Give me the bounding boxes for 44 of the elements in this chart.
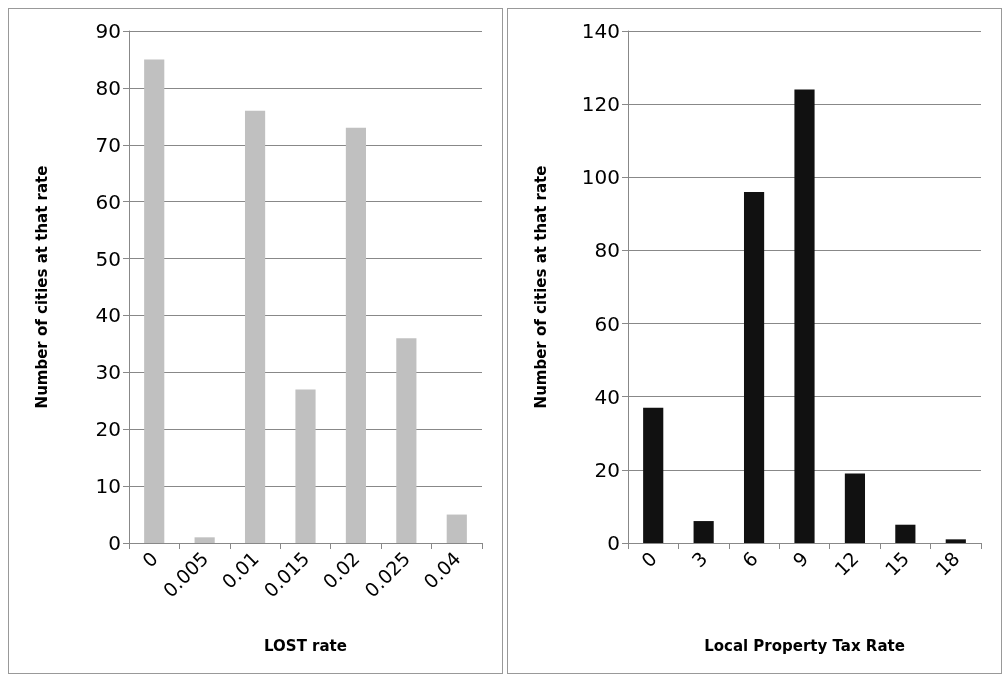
bar — [396, 338, 417, 543]
y-tick-label: 10 — [95, 474, 121, 499]
x-axis-title: Local Property Tax Rate — [704, 636, 905, 655]
x-tick-label: 0 — [137, 547, 162, 572]
bar — [144, 59, 165, 543]
y-tick-label: 0 — [108, 531, 121, 555]
y-tick-label: 20 — [95, 417, 121, 442]
y-tick-label: 100 — [581, 165, 620, 190]
x-tick-label: 12 — [830, 547, 863, 580]
bar — [794, 89, 815, 543]
y-tick-label: 60 — [95, 189, 121, 214]
y-axis-title: Number of cities at that rate — [32, 165, 51, 409]
y-tick-label: 40 — [594, 384, 620, 409]
bar — [844, 473, 866, 543]
y-tick-label: 80 — [594, 238, 620, 263]
x-tick-label: 0 — [636, 547, 661, 572]
x-tick-label: 9 — [788, 547, 813, 572]
y-tick-label: 90 — [95, 19, 121, 43]
y-tick-label: 50 — [95, 246, 121, 271]
bar — [446, 514, 467, 543]
x-tick-label: 3 — [687, 547, 712, 572]
y-tick-label: 140 — [581, 19, 620, 43]
bar — [345, 127, 367, 543]
bar — [945, 539, 966, 543]
bar — [643, 407, 664, 543]
x-tick-label: 15 — [880, 547, 914, 580]
y-axis-title: Number of cities at that rate — [531, 165, 550, 409]
y-tick-label: 80 — [95, 75, 121, 100]
x-tick-label: 18 — [930, 547, 964, 580]
bar — [895, 524, 916, 543]
bar — [743, 191, 765, 543]
bar — [295, 389, 316, 543]
y-tick-label: 60 — [594, 311, 620, 336]
y-tick-label: 70 — [95, 132, 121, 157]
bar — [693, 521, 714, 543]
x-axis-title: LOST rate — [264, 636, 347, 655]
x-tick-label: 6 — [737, 547, 762, 572]
y-tick-label: 120 — [581, 92, 620, 117]
y-tick-label: 20 — [594, 457, 620, 482]
y-tick-label: 40 — [95, 303, 121, 328]
y-tick-label: 0 — [607, 531, 620, 555]
bar — [244, 110, 266, 543]
bar — [194, 537, 215, 543]
y-tick-label: 30 — [95, 360, 121, 385]
